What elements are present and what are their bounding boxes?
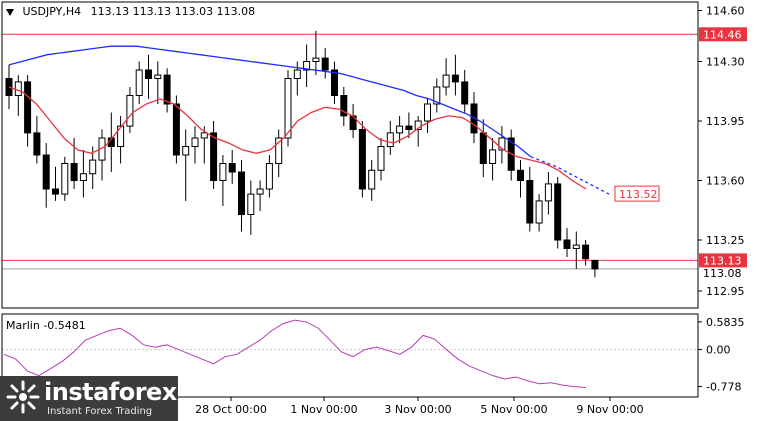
candle-bullish <box>396 125 404 134</box>
candle-bearish <box>331 69 338 96</box>
level-price-label: 113.13 <box>703 254 742 267</box>
candle-bearish <box>228 163 236 173</box>
candle-bullish <box>424 103 431 122</box>
time-tick-label: 9 Nov 00:00 <box>576 403 643 416</box>
price-tick-label: 114.60 <box>706 5 745 18</box>
candle-bullish <box>219 163 227 181</box>
candle-bullish <box>386 132 394 147</box>
oscillator-panel-frame <box>1 313 699 398</box>
oscillator-tick-label: 0.00 <box>706 344 731 357</box>
candle-bullish <box>135 69 143 96</box>
candle-bullish <box>117 125 125 147</box>
oscillator-panel <box>2 319 698 389</box>
candle-bearish <box>461 81 469 105</box>
candle-bearish <box>52 188 59 195</box>
candle-bullish <box>247 193 255 216</box>
time-tick-label: 3 Nov 00:00 <box>384 403 451 416</box>
ohlc-values: 113.13 113.13 113.03 113.08 <box>90 5 256 18</box>
candle-bullish <box>377 146 385 171</box>
candle-bullish <box>433 86 441 105</box>
candle-bearish <box>145 69 152 79</box>
price-tick-label: 113.60 <box>706 175 745 188</box>
brand-tagline: Instant Forex Trading <box>47 406 153 417</box>
forecast-box <box>614 185 660 202</box>
candle-bearish <box>210 132 218 181</box>
axes: 114.60 114.30 113.95 113.60 113.25 112.95 0.58… <box>0 1 747 416</box>
candle-bearish <box>405 125 413 130</box>
candle-bullish <box>275 137 283 164</box>
candle-bullish <box>414 120 422 130</box>
candle-bearish <box>321 57 329 71</box>
candle-bullish <box>368 169 376 190</box>
candle-bullish <box>154 74 162 79</box>
forecast-label: 113.52 <box>619 188 658 201</box>
candle-bullish <box>182 146 190 156</box>
candle-bearish <box>517 169 524 182</box>
candle-bearish <box>358 129 366 190</box>
candle-bullish <box>498 137 506 151</box>
candle-bearish <box>70 163 78 181</box>
candle-bullish <box>303 61 311 71</box>
brand-logo: instaforex Instant Forex Trading <box>0 376 178 421</box>
chart-header: USDJPY,H4 113.13 113.13 113.03 113.08 <box>6 5 255 18</box>
candle-bearish <box>582 244 590 260</box>
starburst-logo-icon <box>6 380 40 414</box>
candle-bullish <box>442 74 450 88</box>
oscillator-tick-label: -0.778 <box>706 380 741 393</box>
oscillator-line <box>3 319 587 389</box>
price-tick-label: 113.25 <box>706 234 745 247</box>
candle-bullish <box>489 149 497 164</box>
candle-bullish <box>256 188 264 195</box>
candle-bearish <box>42 154 50 190</box>
candle-bearish <box>479 132 487 164</box>
time-tick-label: 5 Nov 00:00 <box>480 403 547 416</box>
price-panel-frame <box>1 1 699 309</box>
candle-bearish <box>563 239 571 249</box>
candle-bearish <box>24 81 32 134</box>
candle-bullish <box>312 57 320 62</box>
candle-bullish <box>284 78 292 139</box>
candle-bearish <box>554 183 562 241</box>
candle-bullish <box>200 132 208 139</box>
level-price-tag <box>699 27 747 42</box>
candle-bullish <box>293 69 301 79</box>
candle-bearish <box>526 180 534 224</box>
time-tick-label: 1 Nov 00:00 <box>290 403 357 416</box>
candle-bullish <box>89 159 97 175</box>
candle-bearish <box>340 95 348 117</box>
candle-bullish <box>191 137 199 147</box>
dropdown-triangle-icon[interactable] <box>6 8 14 16</box>
price-tick-label: 113.95 <box>706 115 745 128</box>
candle-bearish <box>33 132 41 156</box>
symbol-label: USDJPY,H4 <box>22 5 82 18</box>
candle-bullish <box>126 95 134 127</box>
candle-bullish <box>79 173 87 181</box>
price-tick-label: 114.30 <box>706 56 745 69</box>
candle-bearish <box>238 171 245 215</box>
level-price-label: 114.46 <box>703 28 742 41</box>
candle-bullish <box>265 163 273 190</box>
candle-bullish <box>535 200 543 224</box>
brand-name: instaforex <box>44 378 177 406</box>
price-panel: 113.52 <box>2 30 698 278</box>
candle-bullish <box>572 244 580 250</box>
moving-average-long <box>8 45 532 158</box>
current-price-label: 113.08 <box>703 267 742 280</box>
level-price-tag <box>699 253 747 268</box>
price-tick-label: 112.95 <box>706 285 745 298</box>
moving-average-forecast <box>530 156 610 195</box>
oscillator-label: Marlin -0.5481 <box>6 319 86 332</box>
candle-bullish <box>544 183 552 202</box>
candle-bearish <box>172 103 180 156</box>
time-tick-label: 28 Oct 00:00 <box>195 403 267 416</box>
candle-bearish <box>591 259 599 270</box>
oscillator-tick-label: 0.5835 <box>706 316 745 329</box>
candle-bearish <box>163 74 171 105</box>
candle-bullish <box>14 81 22 97</box>
candle-bearish <box>451 74 459 83</box>
moving-average-short <box>8 86 587 190</box>
candle-bullish <box>61 163 69 195</box>
